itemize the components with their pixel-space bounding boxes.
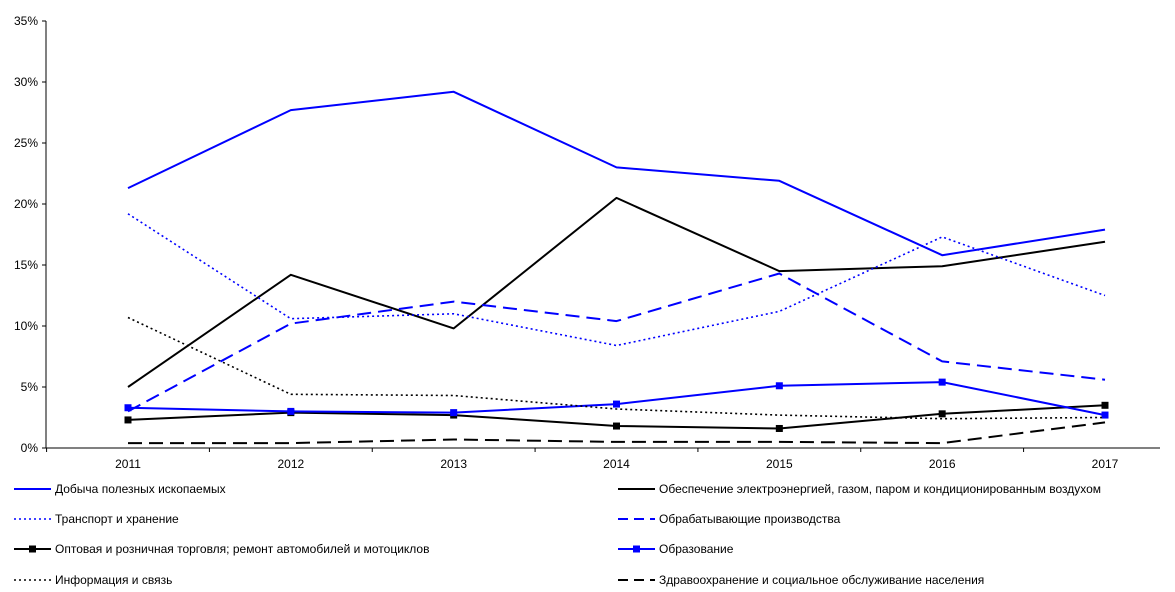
series-4-point (613, 422, 620, 430)
y-tick-label: 35% (14, 14, 38, 28)
y-tick-label: 15% (14, 258, 38, 272)
series-line-3 (127, 272, 1106, 413)
legend-label-6: Информация и связь (55, 573, 172, 587)
y-tick-label: 25% (14, 136, 38, 150)
series-4-point (938, 410, 946, 418)
y-tick-label: 5% (21, 380, 39, 394)
series-5-point (613, 400, 620, 408)
x-tick-label: 2013 (440, 457, 467, 471)
series-5-point (938, 378, 946, 386)
series-5-point (775, 382, 783, 390)
y-tick-label: 30% (14, 75, 38, 89)
series-line-6 (127, 316, 1106, 420)
series-line-0 (127, 90, 1106, 257)
series-5-point (450, 409, 458, 417)
legend-marker-4 (29, 545, 36, 553)
axes: 0% 5% 10% 15% 20% 25% 30% 35% 2011 2012 2013 2014 20… (14, 14, 1160, 471)
legend-label-7: Здравоохранение и социальное обслуживани… (659, 573, 984, 587)
series-5-point (1101, 411, 1109, 419)
y-tick-label: 10% (14, 319, 38, 333)
x-tick-label: 2015 (766, 457, 793, 471)
legend-label-4: Оптовая и розничная торговля; ремонт авт… (55, 542, 429, 556)
x-tick-label: 2012 (277, 457, 304, 471)
y-tick-label: 0% (21, 441, 39, 455)
series-4-point (775, 424, 783, 432)
series-4-point (1101, 401, 1109, 409)
series-line-2 (127, 213, 1106, 347)
legend-label-0: Добыча полезных ископаемых (55, 482, 226, 496)
x-tick-label: 2011 (115, 457, 141, 471)
series-line-5 (127, 381, 1106, 417)
x-tick-label: 2016 (929, 457, 956, 471)
x-tick-label: 2017 (1092, 457, 1119, 471)
legend-label-5: Образование (659, 542, 734, 556)
legend: Добыча полезных ископаемых Обеспечение эл… (14, 482, 1101, 587)
series-line-7 (128, 421, 1106, 445)
y-tick-label: 20% (14, 197, 38, 211)
legend-label-3: Обрабатывающие производства (659, 512, 841, 526)
legend-label-1: Обеспечение электроэнергией, газом, паро… (659, 482, 1101, 496)
series-4-point (124, 416, 132, 424)
x-tick-label: 2014 (603, 457, 630, 471)
legend-marker-5 (633, 545, 640, 553)
series-5-point (124, 404, 132, 412)
series-5-point (287, 407, 295, 415)
series-group (124, 90, 1109, 445)
legend-label-2: Транспорт и хранение (55, 512, 179, 526)
series-line-1 (127, 196, 1106, 388)
